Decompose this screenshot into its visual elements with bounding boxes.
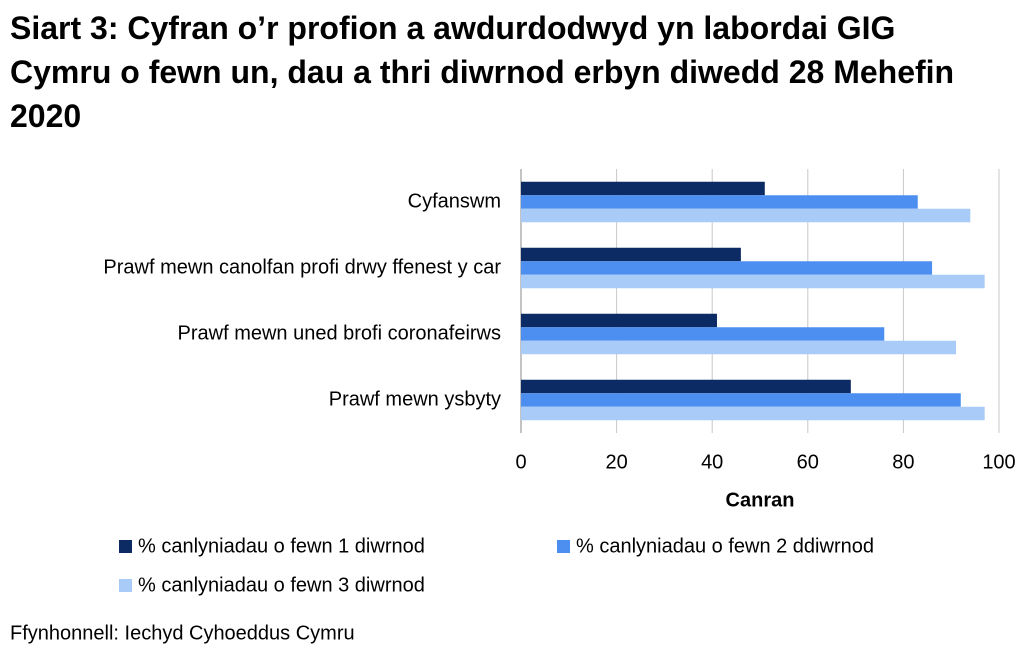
bar — [521, 327, 885, 341]
legend-swatch — [119, 540, 132, 553]
chart-title: Siart 3: Cyfran o’r profion a awdurdodwy… — [10, 10, 955, 134]
y-tick-label: Cyfanswm — [408, 190, 501, 212]
x-tick-label: 0 — [515, 451, 526, 473]
x-tick-label: 100 — [982, 451, 1015, 473]
legend-swatch — [557, 540, 570, 553]
bar — [521, 340, 956, 355]
legend-label: % canlyniadau o fewn 1 diwrnod — [138, 535, 425, 557]
x-tick-label: 20 — [605, 451, 627, 473]
bar — [521, 247, 741, 262]
y-tick-label: Prawf mewn ysbyty — [329, 388, 501, 410]
bar — [521, 406, 985, 421]
bar — [521, 313, 717, 328]
legend-label: % canlyniadau o fewn 2 ddiwrnod — [576, 535, 874, 557]
bar — [521, 274, 985, 289]
bar — [521, 393, 961, 407]
bar — [521, 195, 918, 209]
bar — [521, 379, 851, 394]
y-tick-label: Prawf mewn uned brofi coronafeirws — [178, 322, 501, 344]
legend-label: % canlyniadau o fewn 3 diwrnod — [138, 574, 425, 596]
source: Ffynhonnell: Iechyd Cyhoeddus Cymru — [10, 622, 355, 644]
y-tick-label: Prawf mewn canolfan profi drwy ffenest y… — [103, 256, 501, 278]
bar — [521, 261, 933, 275]
x-tick-label: 60 — [797, 451, 819, 473]
x-tick-label: 80 — [892, 451, 914, 473]
bar — [521, 181, 765, 196]
legend-swatch — [119, 579, 132, 592]
x-tick-label: 40 — [701, 451, 723, 473]
x-axis-label: Canran — [726, 489, 795, 511]
bar — [521, 208, 971, 223]
